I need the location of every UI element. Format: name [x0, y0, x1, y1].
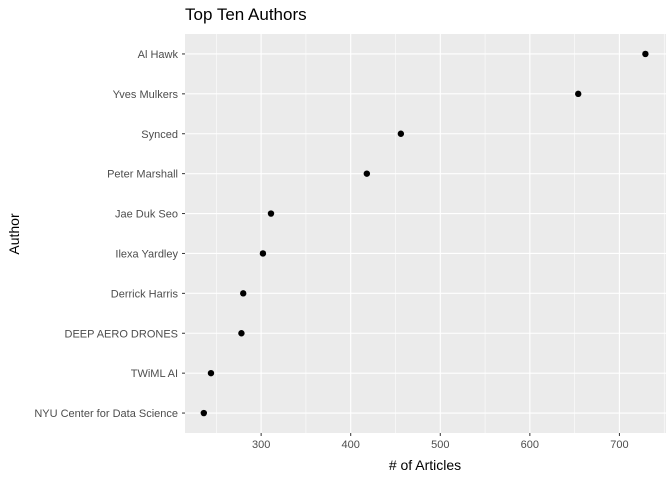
data-point: [259, 250, 267, 257]
data-point: [207, 369, 215, 377]
major-gridlines: [185, 34, 666, 433]
y-tick-label: Al Hawk: [138, 49, 179, 61]
y-tick-label: TWiML AI: [131, 368, 178, 380]
y-tick-label: Derrick Harris: [111, 288, 179, 300]
x-axis-title: # of Articles: [389, 457, 461, 473]
minor-gridlines: [216, 34, 665, 433]
y-tick-label: Jae Duk Seo: [115, 209, 178, 221]
x-tick-label: 300: [252, 439, 270, 451]
data-point: [200, 409, 208, 417]
chart-title: Top Ten Authors: [185, 5, 307, 24]
x-tick-label: 500: [431, 439, 449, 451]
x-tick-label: 700: [610, 439, 628, 451]
y-axis-title: Author: [6, 213, 22, 255]
data-points: [200, 50, 649, 417]
x-axis: 300 400 500 600 700: [252, 433, 629, 451]
data-point: [238, 330, 245, 337]
plot-panel: [185, 34, 666, 433]
x-tick-label: 400: [342, 439, 360, 451]
y-tick-label: Yves Mulkers: [113, 89, 179, 101]
y-tick-label: Synced: [141, 129, 178, 141]
data-point: [642, 50, 649, 58]
data-point: [575, 90, 582, 98]
y-axis: NYU Center for Data Science TWiML AI DEEP …: [34, 49, 185, 420]
data-point: [363, 170, 371, 177]
y-tick-label: Peter Marshall: [107, 169, 178, 181]
y-tick-label: DEEP AERO DRONES: [65, 328, 179, 340]
y-tick-label: NYU Center for Data Science: [34, 408, 178, 420]
x-tick-label: 600: [521, 439, 539, 451]
data-point: [397, 130, 405, 137]
data-point: [267, 210, 275, 217]
data-point: [240, 290, 247, 297]
y-tick-label: Ilexa Yardley: [115, 248, 178, 260]
